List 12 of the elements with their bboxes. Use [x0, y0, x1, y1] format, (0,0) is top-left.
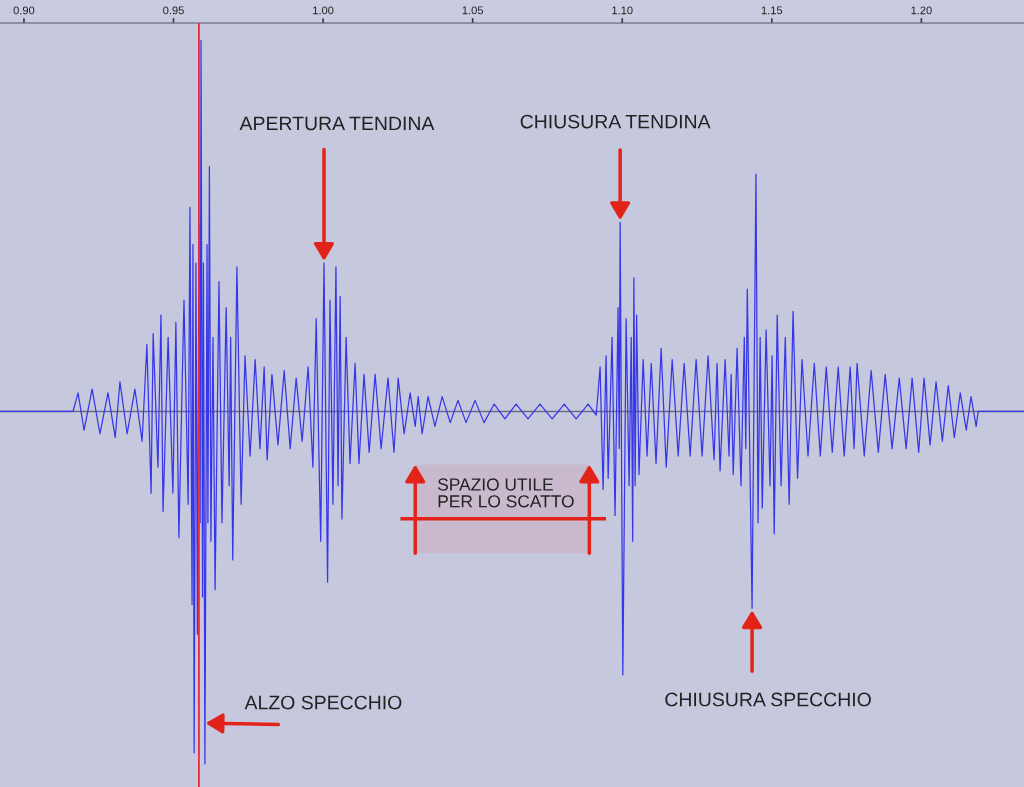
- x-tick-label: 0.95: [163, 6, 184, 15]
- annotation: ALZO SPECCHIO: [244, 695, 402, 710]
- annotation: CHIUSURA TENDINA: [520, 114, 711, 129]
- x-tick-label: 1.20: [911, 6, 932, 15]
- x-tick-label: 1.05: [462, 6, 484, 15]
- x-tick-label: 1.00: [313, 6, 334, 15]
- x-tick-label: 0.90: [13, 6, 35, 15]
- x-tick-label: 1.15: [761, 6, 783, 15]
- annotation: CHIUSURA SPECCHIO: [665, 692, 871, 707]
- annotation: APERTURA TENDINA: [239, 116, 435, 131]
- x-tick-label: 1.10: [612, 6, 633, 15]
- band-label: SPAZIO UTILE PER LO SCATTO: [438, 478, 574, 508]
